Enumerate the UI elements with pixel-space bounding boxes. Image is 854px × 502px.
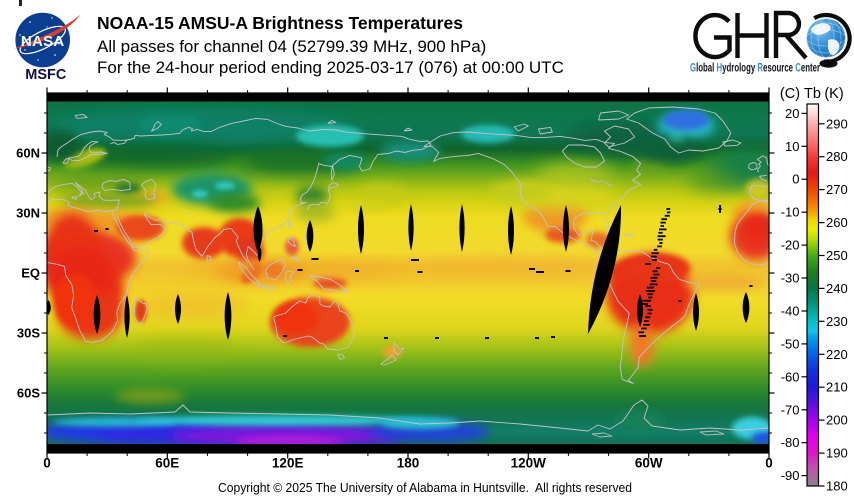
svg-text:60E: 60E xyxy=(155,456,179,471)
svg-text:-50: -50 xyxy=(781,336,800,351)
svg-text:120E: 120E xyxy=(272,456,304,471)
svg-text:0: 0 xyxy=(792,172,799,187)
svg-text:280: 280 xyxy=(826,149,848,164)
svg-text:180: 180 xyxy=(826,479,848,494)
svg-text:190: 190 xyxy=(826,446,848,461)
svg-text:230: 230 xyxy=(826,314,848,329)
svg-text:All passes for channel 04 (527: All passes for channel 04 (52799.39 MHz,… xyxy=(97,37,486,56)
svg-text:-90: -90 xyxy=(781,468,800,483)
svg-text:60N: 60N xyxy=(16,146,40,161)
svg-text:EQ: EQ xyxy=(21,266,40,281)
svg-text:60S: 60S xyxy=(17,386,40,401)
svg-text:10: 10 xyxy=(785,139,799,154)
svg-text:Global Hydrology Resource Cent: Global Hydrology Resource Center xyxy=(690,63,820,75)
svg-text:210: 210 xyxy=(826,380,848,395)
svg-text:-10: -10 xyxy=(781,205,800,220)
svg-text:0: 0 xyxy=(765,456,773,471)
svg-text:20: 20 xyxy=(785,106,799,121)
svg-text:30N: 30N xyxy=(16,206,40,221)
svg-text:Copyright © 2025 The Universit: Copyright © 2025 The University of Alaba… xyxy=(218,480,632,495)
svg-text:-70: -70 xyxy=(781,402,800,417)
svg-text:-60: -60 xyxy=(781,369,800,384)
svg-text:120W: 120W xyxy=(511,456,547,471)
svg-text:220: 220 xyxy=(826,347,848,362)
svg-text:270: 270 xyxy=(826,182,848,197)
svg-text:290: 290 xyxy=(826,116,848,131)
svg-text:NASA: NASA xyxy=(21,33,65,50)
svg-text:200: 200 xyxy=(826,413,848,428)
svg-text:MSFC: MSFC xyxy=(25,67,67,83)
svg-text:NOAA-15 AMSU-A Brightness Temp: NOAA-15 AMSU-A Brightness Temperatures xyxy=(97,13,463,33)
svg-text:For the 24-hour period ending: For the 24-hour period ending 2025-03-17… xyxy=(97,58,564,77)
svg-text:30S: 30S xyxy=(17,326,40,341)
svg-text:250: 250 xyxy=(826,248,848,263)
svg-text:0: 0 xyxy=(43,456,51,471)
svg-text:-20: -20 xyxy=(781,238,800,253)
svg-text:240: 240 xyxy=(826,281,848,296)
svg-text:(K): (K) xyxy=(824,86,843,102)
svg-text:-40: -40 xyxy=(781,304,800,319)
svg-text:Tb: Tb xyxy=(804,86,821,102)
svg-text:60W: 60W xyxy=(635,456,663,471)
svg-text:260: 260 xyxy=(826,215,848,230)
svg-text:(C): (C) xyxy=(780,86,800,102)
svg-text:-30: -30 xyxy=(781,271,800,286)
svg-text:180: 180 xyxy=(397,456,420,471)
svg-text:-80: -80 xyxy=(781,435,800,450)
